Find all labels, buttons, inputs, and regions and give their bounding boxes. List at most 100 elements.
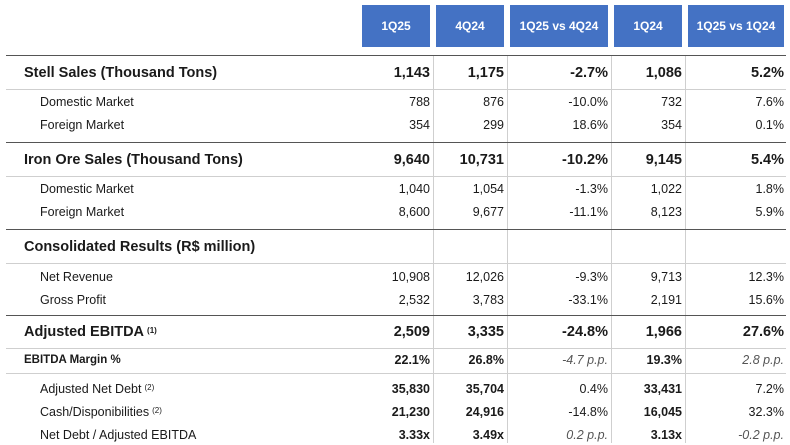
value-1q25: 9,640: [393, 152, 430, 168]
net-debt-label: Adjusted Net Debt: [40, 382, 142, 396]
value-1q25-vs-1q24: 5.4%: [750, 152, 784, 168]
value-1q24: 16,045: [643, 405, 682, 419]
section-divider: [6, 55, 786, 56]
value-4q24: 9,677: [472, 205, 504, 219]
row-label: Net Debt / Adjusted EBITDA: [40, 427, 197, 442]
iron-ore-sales-row: Iron Ore Sales (Thousand Tons) 9,640 10,…: [0, 145, 790, 175]
adjusted-net-debt-row: Adjusted Net Debt (2) 35,830 35,704 0.4% …: [0, 378, 790, 400]
net-debt-ebitda-row: Net Debt / Adjusted EBITDA 3.33x 3.49x 0…: [0, 424, 790, 445]
value-1q25: 22.1%: [394, 353, 430, 367]
value-1q25: 10,908: [391, 270, 430, 284]
value-4q24: 35,704: [465, 382, 504, 396]
row-label: Cash/Disponibilities (2): [40, 401, 162, 423]
value-1q25: 1,143: [393, 65, 430, 81]
value-1q24: 9,145: [645, 152, 682, 168]
row-label: Iron Ore Sales (Thousand Tons): [24, 152, 243, 168]
value-1q25-vs-4q24: -10.0%: [568, 95, 608, 109]
value-1q25-vs-4q24: -9.3%: [575, 270, 608, 284]
gross-profit-row: Gross Profit 2,532 3,783 -33.1% 2,191 15…: [0, 289, 790, 311]
row-divider: [6, 263, 786, 264]
ebitda-margin-row: EBITDA Margin % 22.1% 26.8% -4.7 p.p. 19…: [0, 349, 790, 371]
value-1q25-vs-1q24: 1.8%: [755, 182, 785, 196]
value-1q25: 1,040: [398, 182, 430, 196]
value-4q24: 24,916: [465, 405, 504, 419]
row-divider: [6, 373, 786, 374]
value-4q24: 3,335: [467, 324, 504, 340]
steel-foreign-row: Foreign Market 354 299 18.6% 354 0.1%: [0, 114, 790, 136]
row-label: Net Revenue: [40, 270, 113, 284]
value-4q24: 876: [483, 95, 504, 109]
value-1q24: 1,086: [645, 65, 682, 81]
value-1q24: 9,713: [650, 270, 682, 284]
value-1q24: 33,431: [643, 382, 682, 396]
value-1q25: 3.33x: [398, 427, 430, 442]
row-label: Adjusted EBITDA (1): [24, 317, 157, 347]
iron-domestic-row: Domestic Market 1,040 1,054 -1.3% 1,022 …: [0, 178, 790, 200]
value-1q24: 732: [661, 95, 682, 109]
value-1q25-vs-1q24: 7.6%: [755, 95, 785, 109]
row-divider: [6, 176, 786, 177]
net-revenue-row: Net Revenue 10,908 12,026 -9.3% 9,713 12…: [0, 266, 790, 288]
column-divider: [611, 55, 612, 443]
value-4q24: 3.49x: [472, 427, 504, 442]
column-divider: [433, 55, 434, 443]
footnote-marker: (2): [152, 405, 162, 415]
value-4q24: 10,731: [459, 152, 504, 168]
value-1q25-vs-4q24: 0.4%: [579, 382, 609, 396]
value-1q24: 19.3%: [646, 353, 682, 367]
section-divider: [6, 315, 786, 316]
value-1q25-vs-4q24: -2.7%: [570, 65, 608, 81]
row-label: Adjusted Net Debt (2): [40, 378, 154, 400]
row-label: Foreign Market: [40, 118, 125, 132]
value-1q25: 21,230: [391, 405, 430, 419]
value-1q25-vs-1q24: 5.2%: [750, 65, 784, 81]
value-1q25-vs-1q24: 27.6%: [742, 324, 784, 340]
header-1q25-vs-1q24: 1Q25 vs 1Q24: [688, 5, 784, 47]
header-1q25-vs-4q24: 1Q25 vs 4Q24: [510, 5, 608, 47]
cash-label: Cash/Disponibilities: [40, 405, 150, 419]
value-4q24: 12,026: [465, 270, 504, 284]
value-1q25-vs-4q24: -14.8%: [568, 405, 608, 419]
footnote-marker: (1): [147, 325, 157, 335]
value-1q25-vs-1q24: -0.2 p.p.: [738, 427, 784, 442]
row-label: Gross Profit: [40, 293, 106, 307]
value-1q25: 354: [409, 118, 430, 132]
row-label: Foreign Market: [40, 205, 125, 219]
value-1q25-vs-1q24: 5.9%: [755, 205, 785, 219]
row-label: Domestic Market: [40, 182, 134, 196]
value-1q25-vs-4q24: -10.2%: [562, 152, 608, 168]
column-divider: [685, 55, 686, 443]
value-1q25-vs-4q24: -11.1%: [569, 205, 608, 219]
value-1q25-vs-4q24: 0.2 p.p.: [566, 427, 608, 442]
adjusted-ebitda-row: Adjusted EBITDA (1) 2,509 3,335 -24.8% 1,…: [0, 317, 790, 347]
value-1q25-vs-1q24: 15.6%: [748, 293, 784, 307]
row-divider: [6, 89, 786, 90]
value-4q24: 26.8%: [468, 353, 504, 367]
value-1q25-vs-1q24: 32.3%: [748, 405, 784, 419]
row-label: Stell Sales (Thousand Tons): [24, 65, 218, 81]
value-1q25-vs-1q24: 7.2%: [755, 382, 785, 396]
value-1q24: 1,022: [650, 182, 682, 196]
value-1q25-vs-1q24: 12.3%: [748, 270, 784, 284]
footnote-marker: (2): [144, 382, 155, 392]
value-1q25: 2,532: [398, 293, 430, 307]
value-4q24: 3,783: [472, 293, 504, 307]
value-1q25: 788: [409, 95, 430, 109]
value-1q25-vs-1q24: 0.1%: [755, 118, 785, 132]
value-4q24: 299: [483, 118, 504, 132]
header-4q24: 4Q24: [436, 5, 504, 47]
iron-foreign-row: Foreign Market 8,600 9,677 -11.1% 8,123 …: [0, 201, 790, 223]
header-1q24: 1Q24: [614, 5, 682, 47]
header-1q25: 1Q25: [362, 5, 430, 47]
value-1q25: 8,600: [398, 205, 430, 219]
value-4q24: 1,175: [467, 65, 504, 81]
row-divider: [6, 348, 786, 349]
value-1q24: 2,191: [650, 293, 682, 307]
value-1q25-vs-4q24: -4.7 p.p.: [562, 353, 608, 367]
value-1q25-vs-1q24: 2.8 p.p.: [742, 353, 784, 367]
steel-sales-row: Stell Sales (Thousand Tons) 1,143 1,175 …: [0, 58, 790, 88]
row-label: Consolidated Results (R$ million): [24, 239, 256, 255]
value-1q25: 35,830: [391, 382, 430, 396]
value-1q24: 8,123: [650, 205, 682, 219]
